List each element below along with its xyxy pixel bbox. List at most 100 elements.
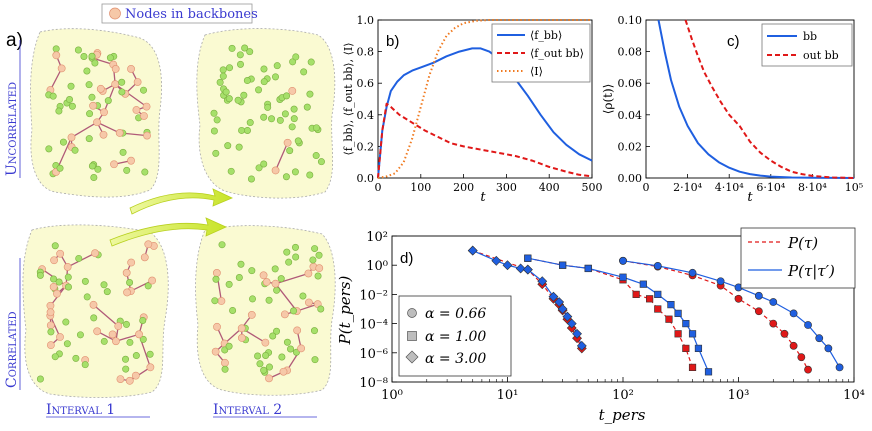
backbone-node	[221, 358, 229, 367]
backbone-node	[67, 133, 76, 142]
chart-b-xtick-label: 300	[496, 181, 517, 194]
network-node	[276, 116, 284, 124]
backbone-node	[148, 276, 157, 285]
backbone-node	[133, 78, 142, 86]
network-node	[269, 332, 277, 340]
network-node	[222, 88, 230, 96]
chart-c-label: c)	[727, 33, 740, 50]
network-node	[212, 275, 220, 283]
network-node	[74, 46, 82, 54]
backbone-node	[56, 333, 64, 341]
backbone-node	[56, 249, 65, 258]
network-node	[286, 147, 294, 155]
network-node	[262, 351, 270, 359]
legend-text-alpha-100: α = 1.00	[425, 329, 486, 345]
backbone-node	[131, 371, 140, 380]
network-node	[62, 318, 70, 326]
backbone-node-icon	[109, 7, 121, 20]
network-node	[281, 110, 289, 118]
chart-b-ytick-label: 1.0	[357, 14, 375, 27]
chart-c: 0 2·10⁴ 4·10⁴ 6·10⁴ 8·10⁴ 10⁵ 0.00 0.02 0.04 0.06…	[601, 14, 863, 205]
network-node	[306, 90, 314, 98]
network-node	[66, 96, 74, 104]
legend-text-ptau: P(τ)	[787, 234, 818, 252]
chart-d-point	[688, 330, 697, 338]
backbone-node	[247, 311, 256, 319]
network-edge	[96, 121, 120, 134]
chart-d-point	[619, 273, 627, 281]
chart-d-point	[797, 353, 806, 362]
network-node	[122, 320, 130, 328]
chart-d-point	[653, 261, 662, 270]
backbone-node	[63, 263, 72, 271]
chart-b-series-1	[377, 102, 593, 179]
backbone-node	[213, 322, 221, 331]
chart-d-point	[688, 268, 697, 277]
chart-b-ytick-label: 0.6	[357, 77, 375, 90]
network-node	[211, 297, 219, 305]
chart-c-xtick-label: 8·10⁴	[798, 181, 827, 194]
network-node	[235, 143, 243, 151]
chart-d-point	[557, 304, 568, 314]
backbone-node	[50, 256, 58, 265]
chart-d-point	[734, 294, 743, 303]
chart-d-point	[515, 263, 526, 274]
chart-d-point	[704, 368, 713, 376]
backbone-node	[261, 338, 270, 347]
network-node	[51, 242, 59, 250]
chart-c-series-0	[657, 19, 855, 179]
chart-d-point	[789, 309, 798, 318]
chart-d-point	[804, 321, 812, 329]
blob-correlated-2	[195, 225, 336, 396]
chart-d-line-legend: P(τ) P(τ|τ′)	[740, 227, 856, 289]
backbone-node	[140, 112, 148, 120]
backbone-node	[259, 271, 268, 280]
chart-b-xtick-label: 100	[410, 181, 431, 194]
chart-c-ytick-label: 0.02	[618, 140, 643, 153]
backbone-node	[115, 129, 124, 137]
backbone-node	[283, 138, 292, 147]
chart-d-marker-legend: α = 0.66 α = 1.00 α = 3.00	[398, 295, 512, 377]
network-node	[106, 54, 114, 62]
network-node	[100, 281, 108, 289]
legend-marker-square	[407, 331, 417, 341]
network-node	[246, 48, 254, 56]
chart-d-xtick-label: 10⁰	[381, 388, 403, 403]
network-node	[260, 113, 268, 121]
backbone-node	[304, 269, 313, 278]
backbone-node	[57, 64, 66, 73]
network-node	[76, 331, 84, 339]
network-node	[118, 88, 126, 96]
network-edge	[274, 142, 289, 171]
network-node	[221, 365, 229, 373]
backbone-node	[237, 324, 246, 333]
network-node	[311, 245, 319, 253]
backbone-node	[122, 268, 131, 277]
network-node	[210, 109, 218, 117]
chart-d-point	[654, 290, 662, 299]
network-node	[287, 345, 295, 353]
backbone-node	[89, 300, 98, 309]
network-node	[227, 167, 235, 175]
chart-d-point	[716, 277, 725, 286]
network-node	[226, 64, 234, 72]
chart-d-point	[688, 363, 697, 372]
network-node	[236, 60, 244, 68]
backbone-node	[123, 288, 131, 297]
network-node	[51, 353, 59, 361]
legend-text-alpha-300: α = 3.00	[425, 351, 486, 367]
network-node	[310, 327, 318, 335]
network-node	[283, 92, 291, 100]
network-node	[255, 164, 263, 172]
chart-d-point	[769, 319, 778, 328]
chart-c-xtick-label: 6·10⁴	[756, 181, 785, 194]
network-node	[290, 115, 298, 123]
network-node	[90, 174, 98, 182]
backbone-node	[93, 118, 101, 127]
backbone-node	[315, 264, 324, 273]
chart-d-point	[769, 298, 778, 306]
network-node	[228, 44, 236, 52]
chart-d-series-line-2	[527, 257, 694, 368]
network-node	[256, 360, 264, 368]
